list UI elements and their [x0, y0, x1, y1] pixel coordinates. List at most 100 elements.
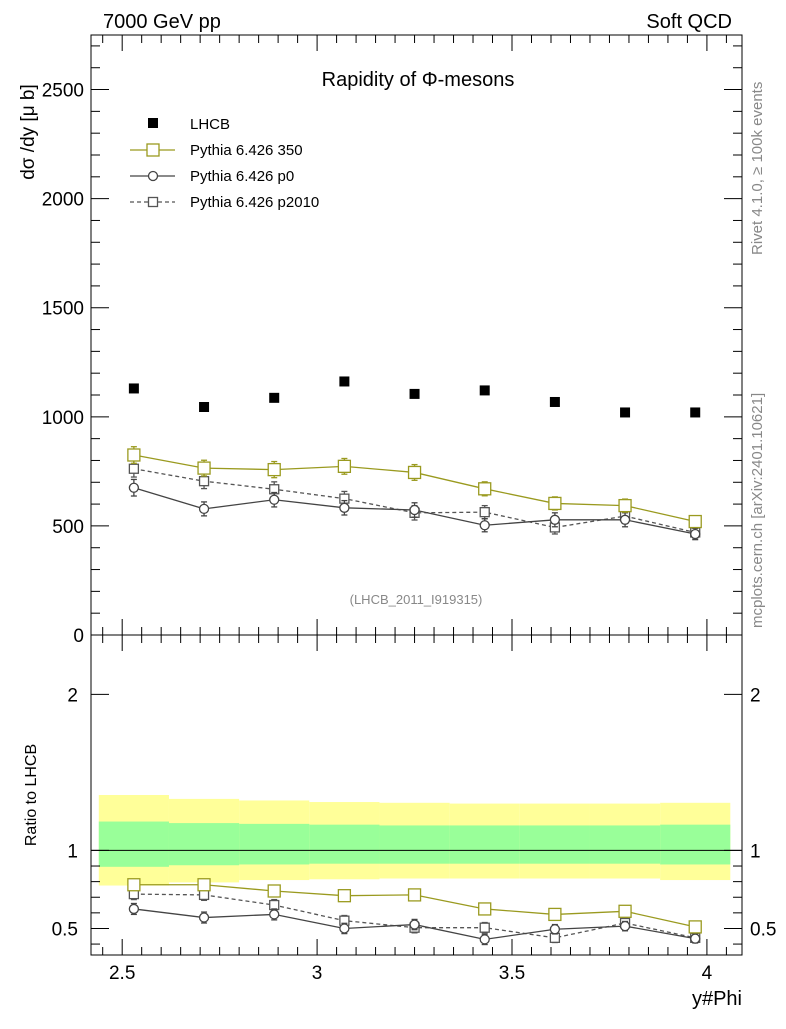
top-point-p350: [197, 461, 211, 475]
ratio-point-p350: [407, 888, 422, 902]
ratio-point-p2010: [549, 932, 561, 943]
top-point-p0: [690, 528, 701, 540]
chart-title: Rapidity of Φ-mesons: [322, 69, 515, 91]
top-point-p350: [548, 496, 562, 511]
top-point-p2010: [479, 507, 490, 518]
ratio-band-inner: [309, 824, 380, 864]
ratio-point-p350: [618, 904, 632, 918]
legend-label-lhcb: LHCB: [190, 116, 230, 133]
analysis-tag: (LHCB_2011_I919315): [350, 592, 483, 607]
top-point-lhcb: [409, 388, 420, 399]
ratio-band-inner: [379, 825, 450, 864]
top-point-p0: [128, 482, 140, 493]
top-point-p2010: [198, 476, 210, 487]
legend-marker-lhcb: [148, 118, 158, 128]
top-point-p350: [337, 459, 352, 473]
x-tick-label: 3: [312, 963, 323, 984]
top-line-p2010: [133, 468, 696, 534]
ratio-band-inner: [519, 825, 590, 864]
x-axis-label: y#Phi: [692, 988, 742, 1010]
top-point-lhcb: [549, 396, 560, 407]
ratio-band-inner: [589, 825, 661, 864]
top-point-lhcb: [269, 392, 280, 403]
ratio-point-p2010: [269, 899, 280, 911]
ratio-y-tick-label-left: 2: [67, 685, 78, 706]
ratio-band-inner: [660, 824, 731, 865]
x-tick-label: 3.5: [499, 963, 525, 984]
ratio-point-p350: [478, 902, 492, 916]
ratio-plot-frame: [90, 634, 743, 956]
ratio-y-axis-label: Ratio to LHCB: [23, 744, 40, 846]
ratio-point-p350: [127, 878, 141, 892]
side-label-mcplots: mcplots.cern.ch [arXiv:2401.10621]: [749, 393, 766, 628]
legend-label-p0: Pythia 6.426 p0: [190, 168, 294, 185]
top-point-p0: [198, 503, 210, 515]
top-point-lhcb: [339, 376, 350, 387]
legend-marker-p0: [147, 170, 159, 182]
ratio-y-tick-label-left: 0.5: [52, 919, 78, 940]
legend-marker-p2010: [147, 196, 159, 208]
ratio-y-tick-label-right: 2: [750, 685, 761, 706]
header-right-label: Soft QCD: [646, 11, 732, 33]
ratio-point-p0: [409, 919, 420, 930]
top-point-p350: [478, 482, 492, 496]
ratio-band-inner: [239, 823, 310, 865]
top-y-tick-label: 2500: [42, 81, 84, 102]
ratio-point-p0: [690, 933, 701, 944]
top-y-axis-label: dσ /dy [μ b]: [18, 84, 39, 180]
ratio-y-tick-label-right: 1: [750, 841, 761, 862]
top-y-tick-label: 500: [52, 517, 84, 538]
ratio-point-p0: [198, 912, 210, 923]
ratio-band-inner: [449, 825, 520, 864]
ratio-y-tick-label-left: 1: [67, 841, 78, 862]
ratio-point-p2010: [198, 889, 210, 901]
legend: LHCB Pythia 6.426 350 Pythia 6.426 p0 Py…: [130, 116, 319, 211]
top-point-p2010: [128, 463, 140, 474]
ratio-band-inner: [98, 821, 169, 867]
side-label-rivet: Rivet 4.1.0, ≥ 100k events: [749, 82, 766, 255]
ratio-point-p2010: [479, 922, 490, 933]
ratio-point-p350: [548, 907, 562, 922]
top-point-lhcb: [620, 407, 631, 418]
ratio-point-p350: [197, 878, 211, 892]
top-point-p0: [269, 494, 280, 505]
ratio-point-p0: [128, 903, 140, 915]
top-point-p350: [267, 462, 281, 477]
top-point-p350: [688, 514, 702, 529]
ratio-point-p0: [619, 920, 631, 932]
x-tick-label: 2.5: [109, 963, 135, 984]
top-point-p350: [618, 498, 632, 513]
top-point-p0: [549, 514, 561, 525]
ratio-y-tick-label-right: 0.5: [750, 919, 776, 940]
ratio-point-p0: [339, 923, 350, 934]
top-y-tick-label: 2000: [42, 190, 84, 211]
top-point-lhcb: [690, 407, 701, 418]
top-point-p0: [619, 514, 631, 525]
top-point-p350: [407, 465, 422, 480]
chart-marks: 2.5 3 3.5 4 0 500 1000 1500 2000 2500 0.5 0.5 1 1 2 2: [42, 34, 776, 984]
top-point-lhcb: [128, 383, 139, 394]
ratio-point-p0: [479, 934, 490, 945]
legend-label-p2010: Pythia 6.426 p2010: [190, 194, 319, 211]
legend-marker-p350: [146, 143, 160, 157]
top-point-p0: [409, 504, 420, 516]
ratio-point-p0: [549, 924, 561, 935]
top-point-p0: [479, 520, 490, 531]
top-point-p350: [127, 448, 141, 462]
top-point-lhcb: [479, 385, 490, 396]
header-left-label: 7000 GeV pp: [103, 11, 221, 33]
ratio-point-p0: [269, 909, 280, 920]
top-y-tick-label: 1500: [42, 299, 84, 320]
ratio-band-inner: [168, 823, 240, 866]
legend-label-p350: Pythia 6.426 350: [190, 142, 303, 159]
top-y-tick-label: 1000: [42, 408, 84, 429]
ratio-point-p350: [337, 889, 352, 903]
top-point-lhcb: [199, 402, 210, 412]
ratio-point-p350: [267, 884, 281, 898]
top-y-tick-label: 0: [73, 626, 84, 647]
ratio-point-p350: [688, 920, 702, 934]
top-plot-frame: [90, 34, 743, 636]
x-tick-label: 4: [702, 963, 713, 984]
